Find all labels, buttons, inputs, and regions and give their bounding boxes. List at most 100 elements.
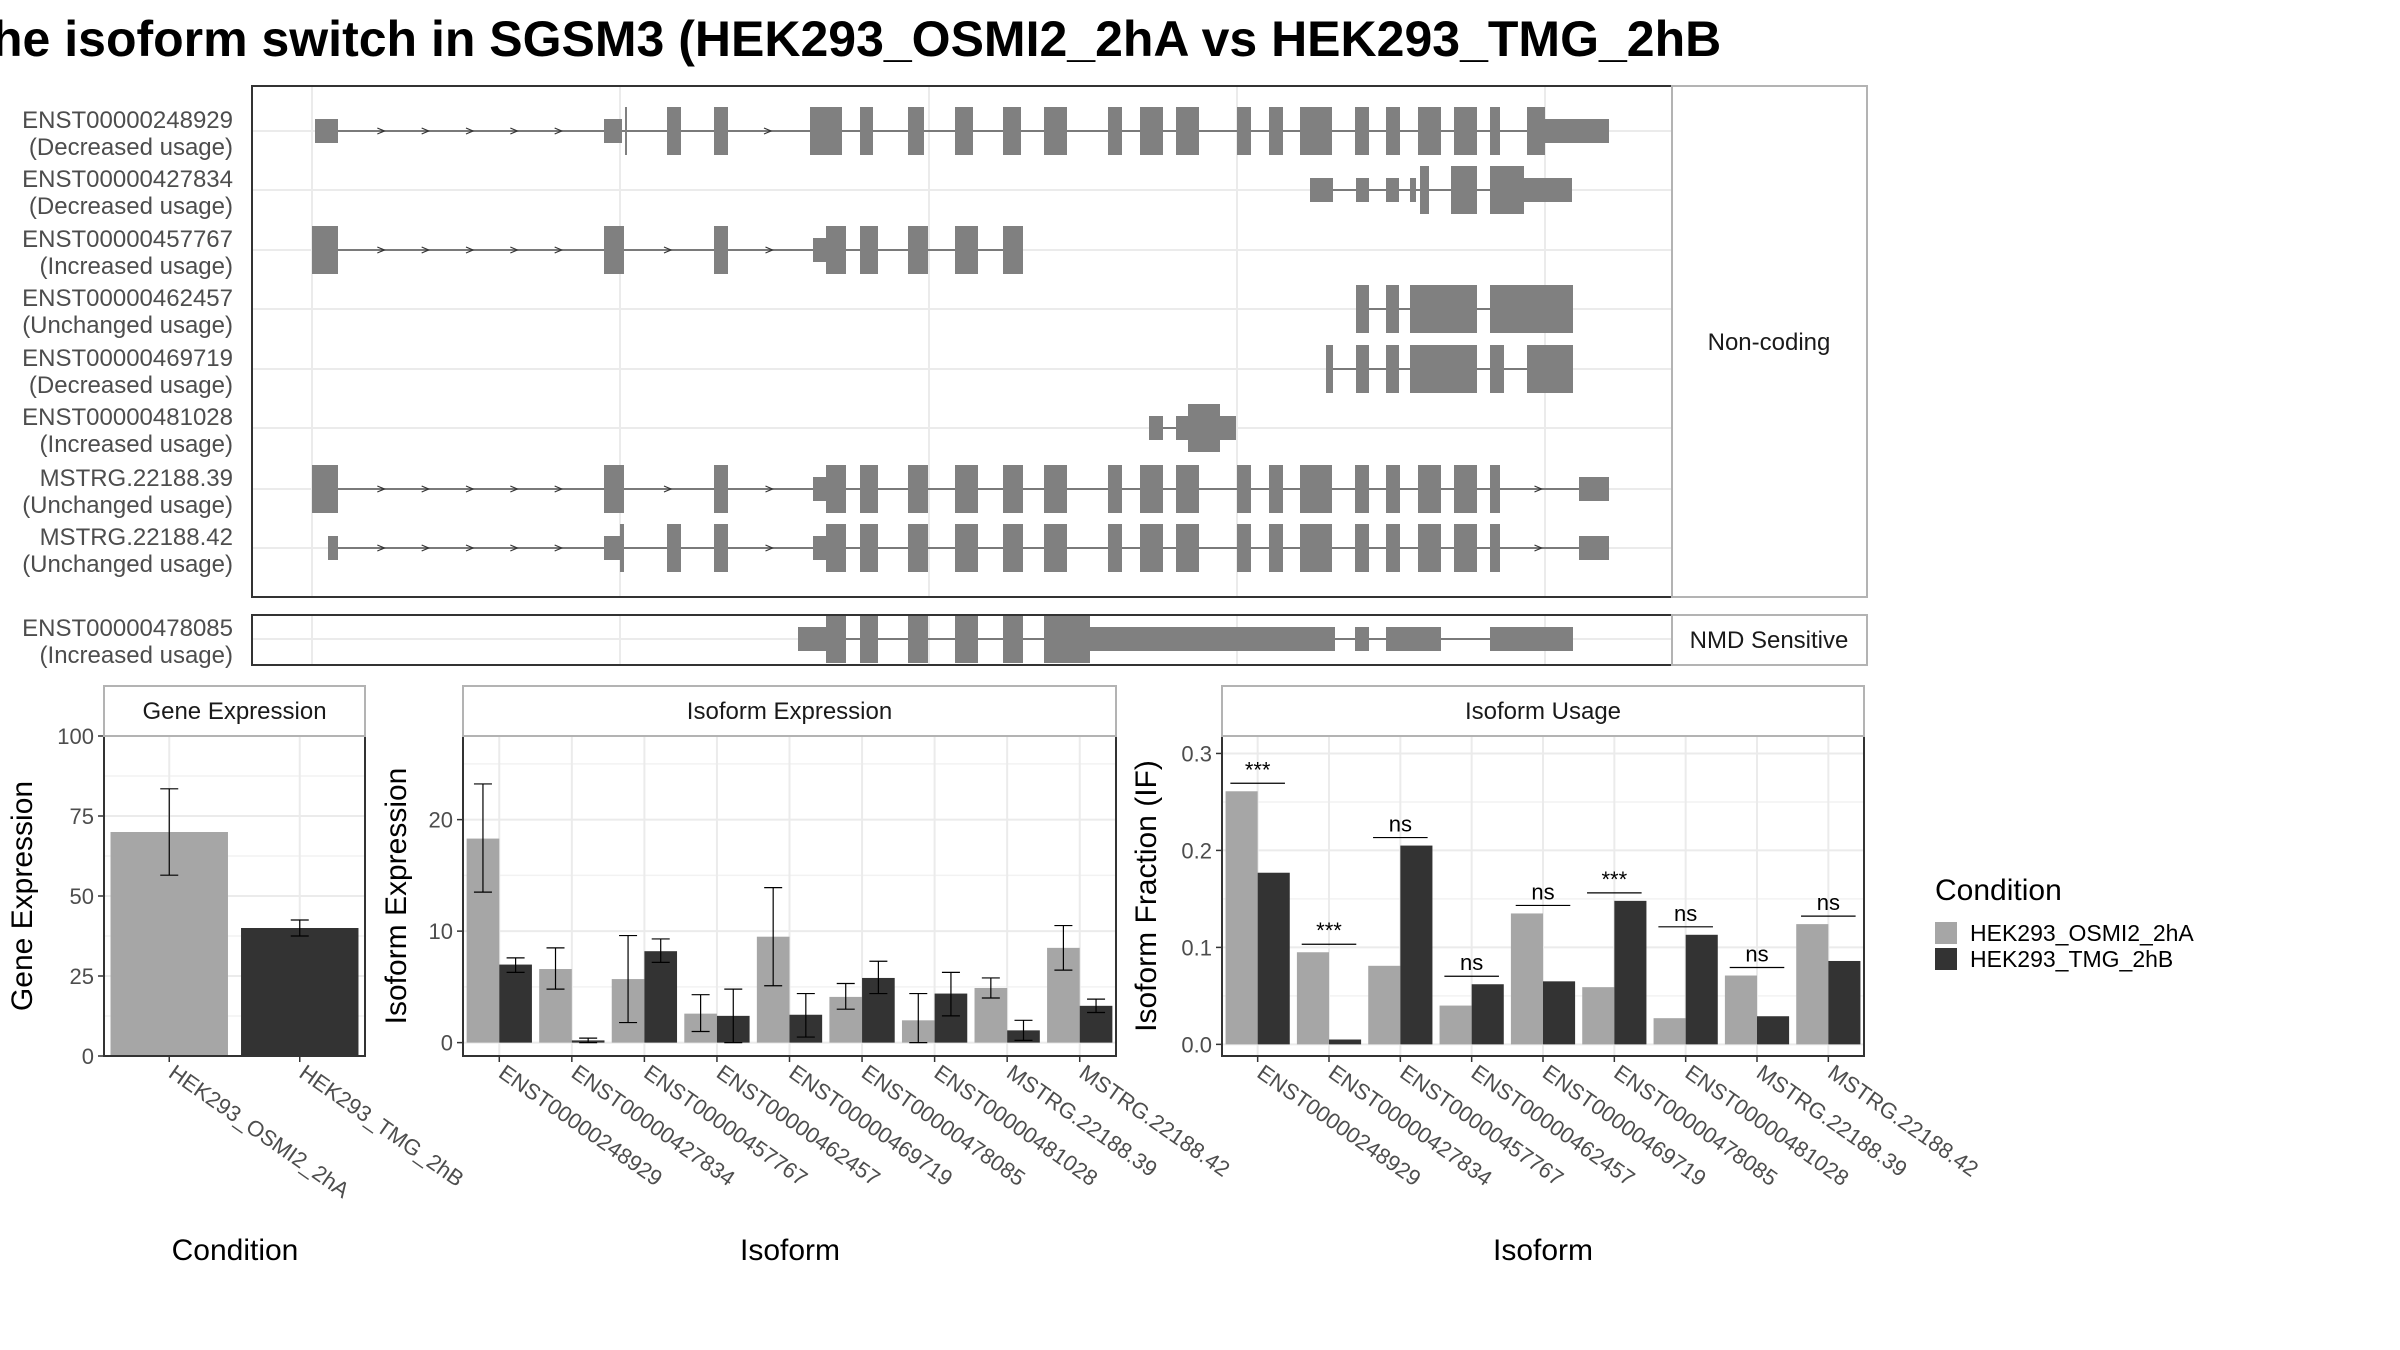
exon-block xyxy=(1355,107,1369,155)
exon-block xyxy=(714,107,728,155)
strand-arrow xyxy=(377,544,386,552)
exon-block xyxy=(1176,524,1199,572)
strand-arrow xyxy=(763,127,773,135)
y-tick-label: 0.0 xyxy=(1181,1032,1212,1057)
strand-arrow xyxy=(1534,485,1544,493)
exon-block xyxy=(860,107,873,155)
exon-block xyxy=(955,524,978,572)
y-tick-label: 10 xyxy=(429,919,453,944)
exon-block xyxy=(1356,345,1369,393)
bar xyxy=(499,964,532,1043)
strand-arrow xyxy=(663,246,673,254)
exon-block xyxy=(1220,416,1236,440)
exon-block xyxy=(826,226,846,274)
exon-block xyxy=(1355,465,1369,513)
exon-block xyxy=(955,615,978,663)
exon-block xyxy=(955,107,973,155)
bar xyxy=(1368,965,1401,1045)
exon-block xyxy=(1108,107,1122,155)
exon-block xyxy=(813,536,826,560)
exon-block xyxy=(312,465,338,513)
significance-label: *** xyxy=(1316,918,1342,943)
x-axis-title: Condition xyxy=(172,1234,299,1267)
exon-block xyxy=(714,465,728,513)
legend-swatch xyxy=(1935,922,1957,944)
isoform-id-label: MSTRG.22188.42 xyxy=(40,524,233,551)
exon-block xyxy=(1545,119,1609,143)
exon-block xyxy=(1356,285,1369,333)
strand-arrow xyxy=(1534,544,1544,552)
significance-label: *** xyxy=(1245,757,1271,782)
legend-swatch xyxy=(1935,948,1957,970)
exon-block xyxy=(908,107,924,155)
exon-block xyxy=(667,524,681,572)
y-axis-title: Gene Expression xyxy=(6,781,39,1011)
y-tick-label: 100 xyxy=(57,724,94,749)
isoform-status-label: (Decreased usage) xyxy=(29,372,233,399)
exon-block xyxy=(860,226,878,274)
facet-strip xyxy=(1671,614,1868,666)
exon-block xyxy=(826,524,846,572)
exon-block xyxy=(1527,345,1573,393)
exon-block xyxy=(1269,107,1283,155)
exon-block xyxy=(1386,465,1400,513)
exon-block xyxy=(604,226,624,274)
isoform-status-label: (Decreased usage) xyxy=(29,134,233,161)
exon-block xyxy=(908,465,928,513)
exon-block xyxy=(1188,404,1220,452)
y-axis-title: Isoform Expression xyxy=(380,768,413,1025)
isoform-id-label: ENST00000427834 xyxy=(22,166,233,193)
exon-block xyxy=(1237,524,1251,572)
exon-block xyxy=(1490,465,1500,513)
panel-title: Isoform Usage xyxy=(1465,698,1621,725)
exon-block xyxy=(1355,524,1369,572)
exon-block xyxy=(1269,465,1283,513)
y-tick-label: 0.2 xyxy=(1181,838,1212,863)
exon-block xyxy=(315,119,338,143)
strand-arrow xyxy=(465,127,475,135)
strand-arrow xyxy=(421,246,431,254)
strand-arrow xyxy=(510,544,519,552)
exon-block xyxy=(1355,627,1369,651)
exon-block xyxy=(1420,166,1429,214)
exon-block xyxy=(1269,524,1283,572)
y-tick-label: 0 xyxy=(441,1031,453,1056)
bar xyxy=(1400,845,1433,1045)
exon-block xyxy=(328,536,338,560)
strand-arrow xyxy=(465,544,475,552)
strand-arrow xyxy=(510,246,519,254)
exon-block xyxy=(955,465,978,513)
significance-label: ns xyxy=(1389,812,1412,837)
bar xyxy=(1471,984,1504,1045)
isoform-status-label: (Unchanged usage) xyxy=(22,492,233,519)
exon-block xyxy=(1140,524,1163,572)
exon-block xyxy=(1490,627,1573,651)
exon-block xyxy=(1418,524,1441,572)
exon-block xyxy=(813,238,826,262)
exon-block xyxy=(1326,345,1333,393)
y-tick-label: 25 xyxy=(70,964,94,989)
bar xyxy=(1439,1005,1472,1045)
exon-block xyxy=(1386,627,1441,651)
exon-block xyxy=(667,107,681,155)
exon-block xyxy=(604,119,622,143)
isoform-structure-plot: ENST00000248929(Decreased usage)ENST0000… xyxy=(22,85,1868,669)
exon-block xyxy=(1090,627,1335,651)
exon-block xyxy=(826,615,846,663)
bar xyxy=(1796,924,1829,1045)
exon-block xyxy=(1044,465,1067,513)
exon-block xyxy=(1300,524,1332,572)
exon-block xyxy=(1140,107,1163,155)
exon-block xyxy=(1300,465,1332,513)
exon-block xyxy=(1585,536,1609,560)
bar xyxy=(1225,791,1258,1045)
isoform-id-label: ENST00000462457 xyxy=(22,285,233,312)
exon-block xyxy=(1176,107,1199,155)
facet-strip-label: NMD Sensitive xyxy=(1690,627,1849,654)
exon-block xyxy=(604,536,620,560)
exon-block xyxy=(1490,345,1504,393)
exon-block xyxy=(908,615,928,663)
strand-arrow xyxy=(421,127,431,135)
